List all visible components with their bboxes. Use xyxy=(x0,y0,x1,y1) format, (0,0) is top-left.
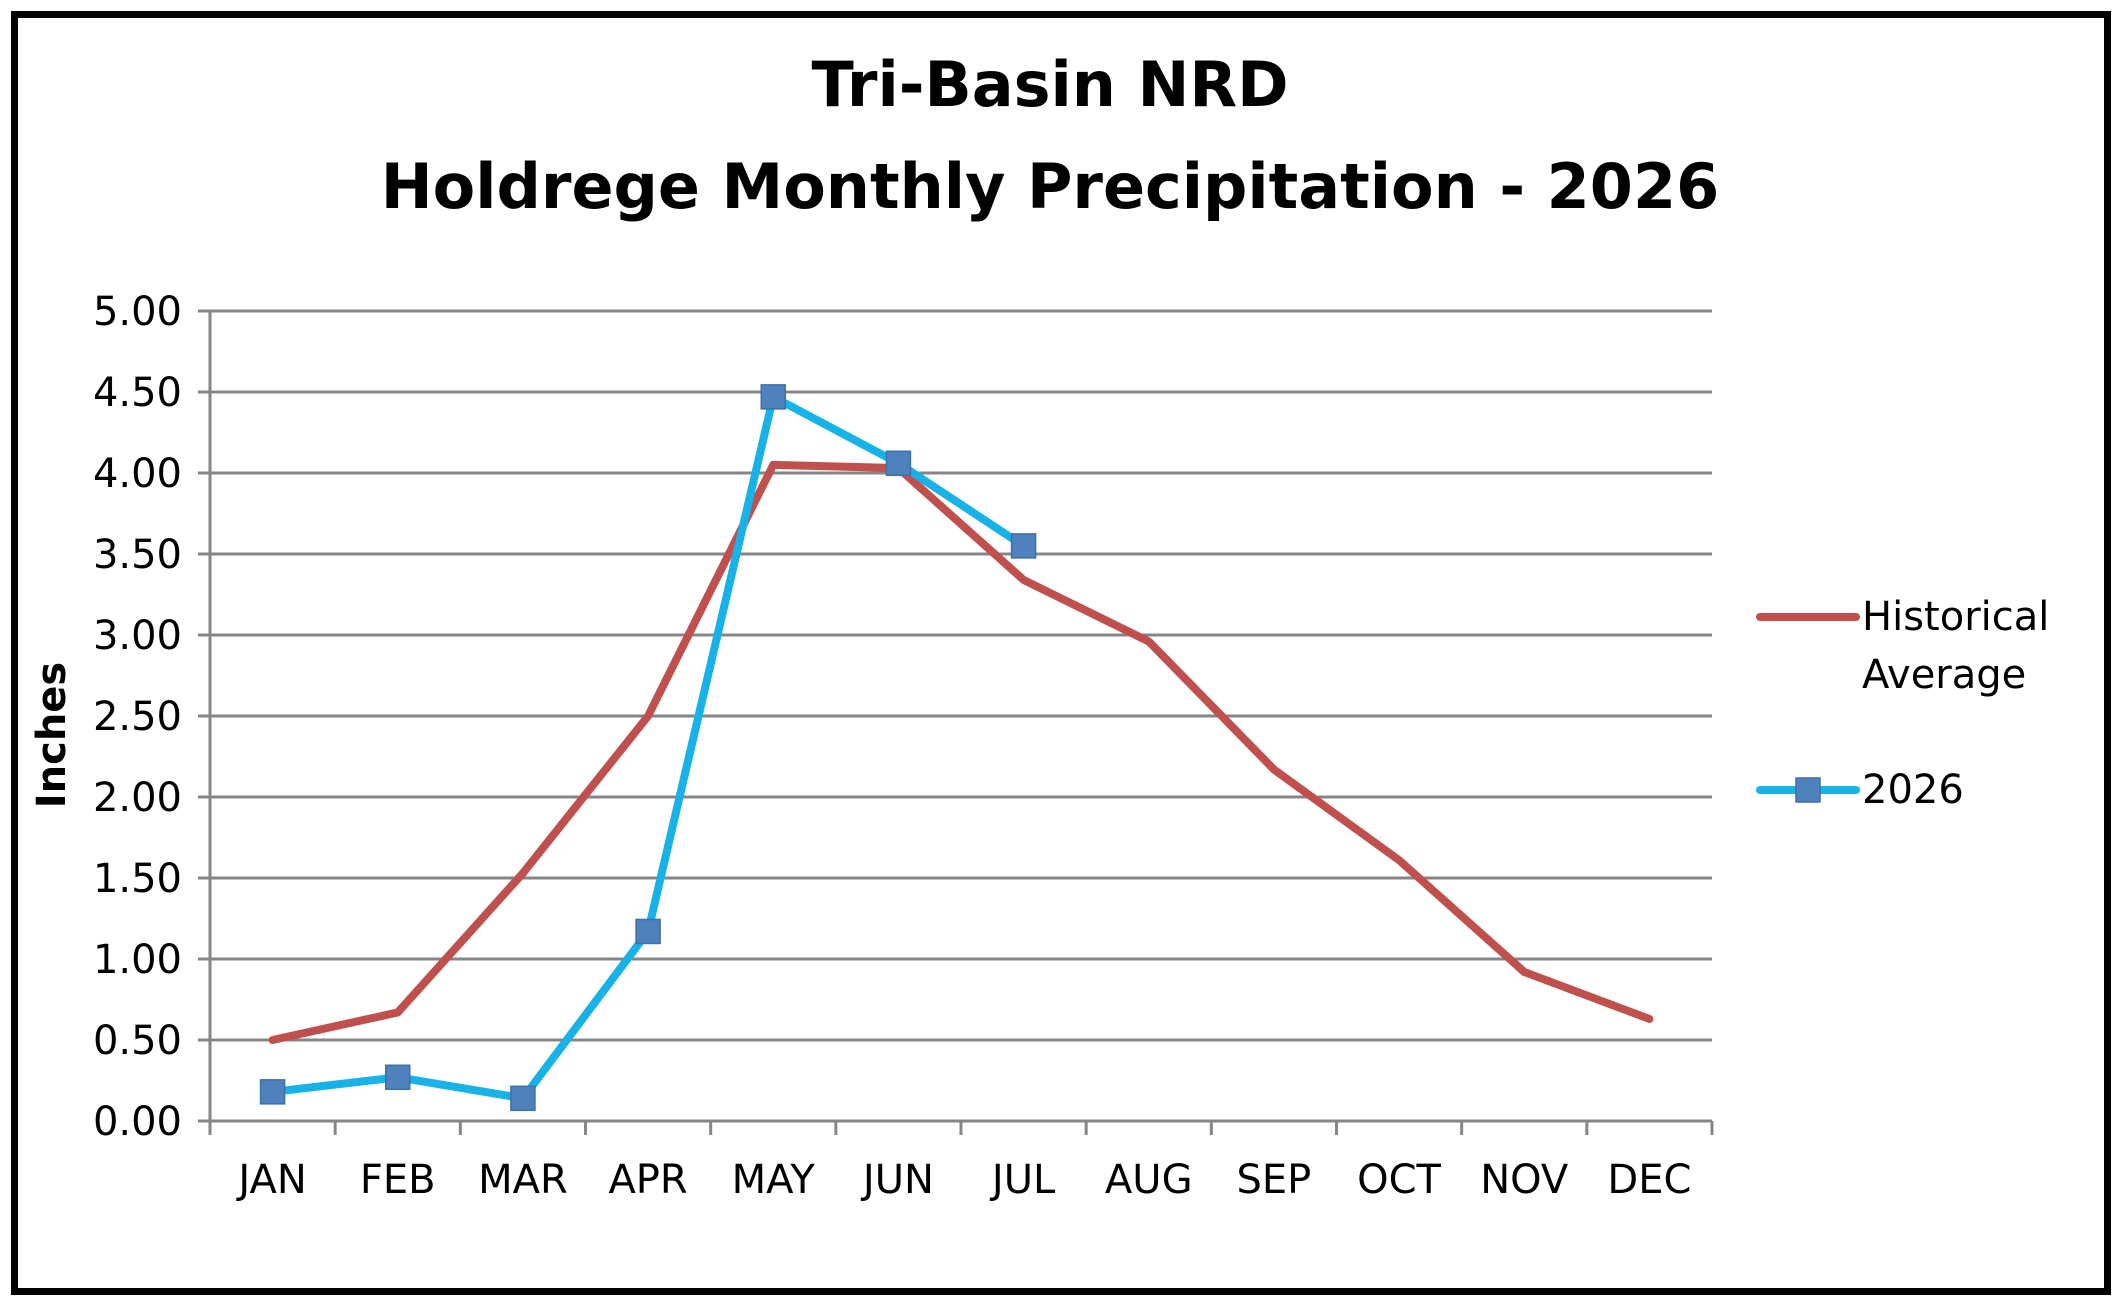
data-point xyxy=(1010,533,1037,559)
legend-entry-label: Historical Average xyxy=(1862,588,2049,704)
y-tick-label: 0.00 xyxy=(93,1099,182,1145)
legend-label-line: 2026 xyxy=(1862,767,1964,813)
x-tick-label: FEB xyxy=(360,1157,436,1203)
data-point xyxy=(635,918,661,945)
x-tick-label: SEP xyxy=(1237,1157,1312,1203)
y-tick-label: 1.50 xyxy=(93,856,182,902)
chart-title: Tri-Basin NRD xyxy=(811,48,1289,121)
series-line-2026 xyxy=(268,392,1028,1103)
series-line-historical-average xyxy=(268,460,1654,1044)
x-tick-label: NOV xyxy=(1480,1157,1569,1203)
y-tick-label: 5.00 xyxy=(93,289,182,335)
x-tick-label: MAY xyxy=(732,1157,816,1203)
legend-label-line: Historical xyxy=(1862,594,2050,640)
x-tick-label: JUN xyxy=(860,1157,934,1203)
data-point xyxy=(259,1079,286,1105)
y-tick-label: 2.00 xyxy=(93,775,182,821)
legend-marker xyxy=(1795,777,1821,803)
y-tick-label: 1.00 xyxy=(93,937,182,983)
x-tick-label: DEC xyxy=(1607,1157,1691,1203)
x-tick-label: OCT xyxy=(1357,1157,1441,1203)
x-tick-label: JUL xyxy=(989,1157,1056,1203)
x-tick-label: JAN xyxy=(235,1157,306,1203)
data-point xyxy=(885,450,912,477)
y-tick-label: 4.00 xyxy=(93,451,182,497)
x-tick-label: APR xyxy=(608,1157,687,1203)
data-point xyxy=(760,384,786,410)
chart-subtitle: Holdrege Monthly Precipitation - 2026 xyxy=(380,150,1720,223)
y-tick-label: 2.50 xyxy=(93,694,182,740)
y-tick-label: 3.50 xyxy=(93,532,182,578)
x-tick-label: AUG xyxy=(1105,1157,1193,1203)
y-tick-label: 4.50 xyxy=(93,370,182,416)
data-point xyxy=(385,1064,411,1091)
y-tick-label: 3.00 xyxy=(93,613,182,659)
y-tick-label: 0.50 xyxy=(93,1018,182,1064)
data-point xyxy=(510,1085,536,1112)
legend-entry-label: 2026 xyxy=(1862,761,1964,819)
x-tick-label: MAR xyxy=(478,1157,568,1203)
legend-label-line: Average xyxy=(1862,652,2027,698)
